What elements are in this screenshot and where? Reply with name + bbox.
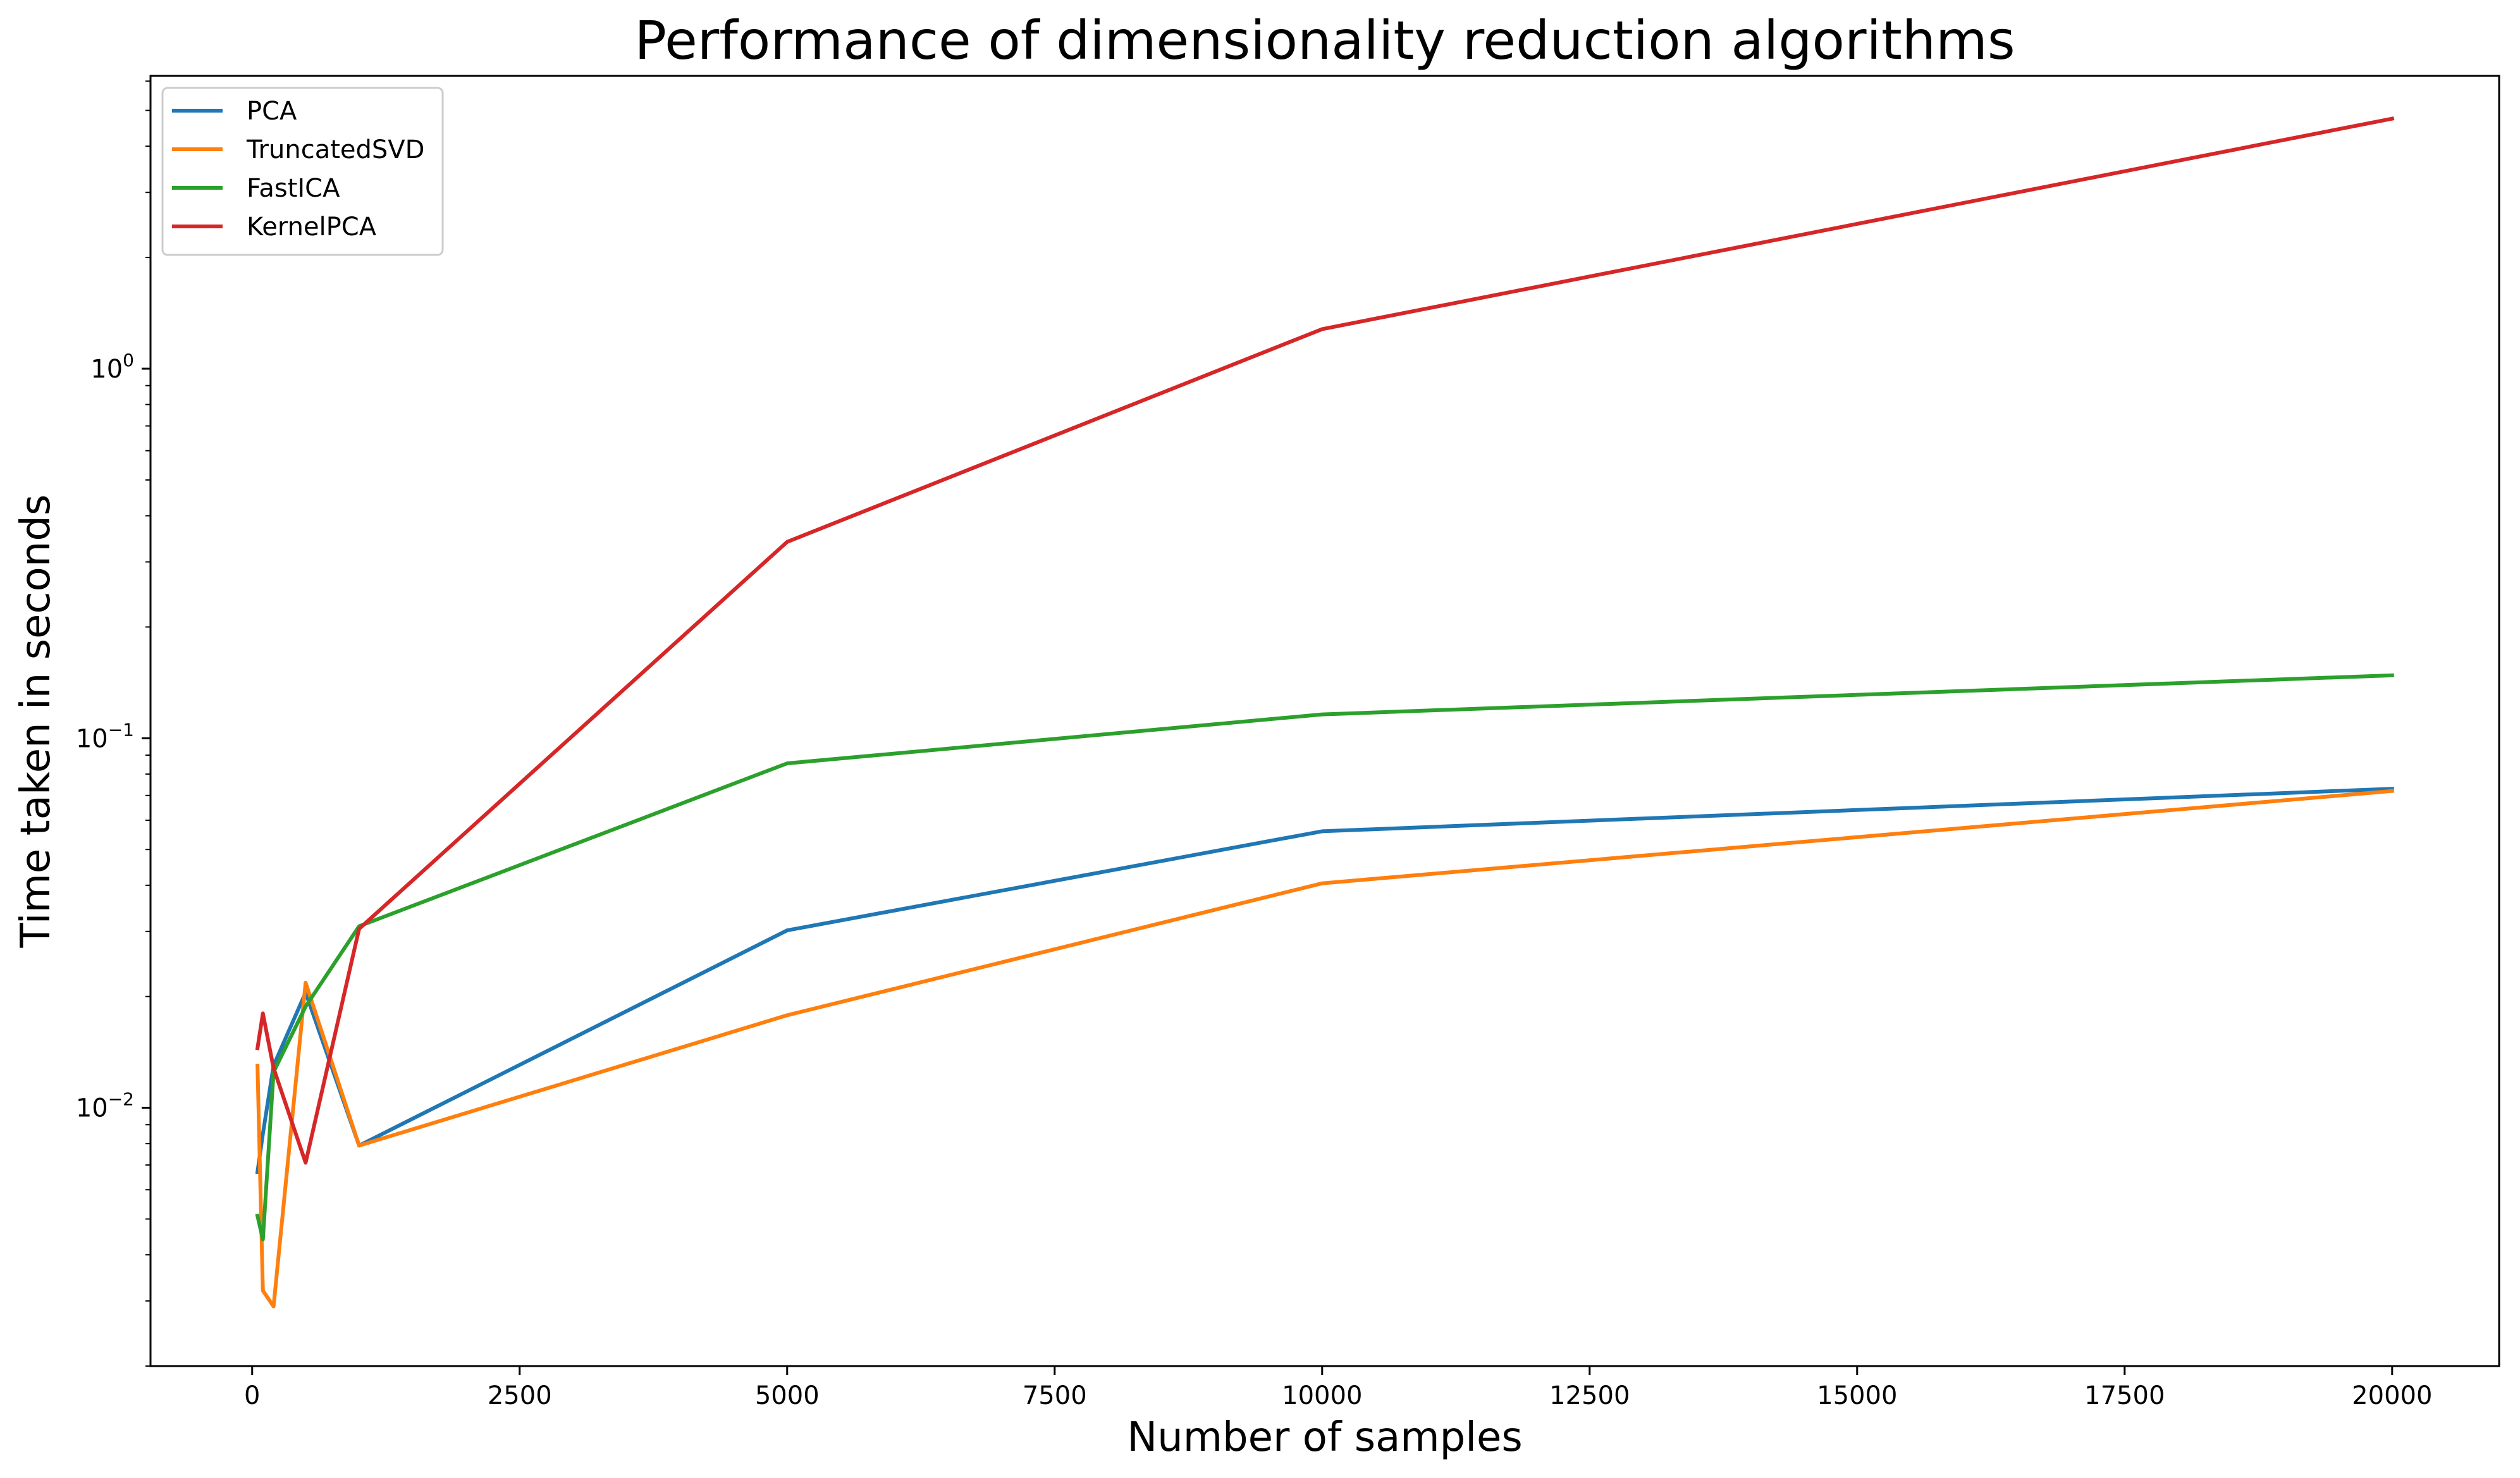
plot-lines (255, 116, 2395, 1309)
series-line-kernelpca (255, 116, 2395, 1165)
x-tick-label: 5000 (755, 1381, 820, 1410)
x-tick-label: 17500 (2084, 1381, 2165, 1410)
x-tick-label: 0 (244, 1381, 260, 1410)
legend-box (161, 87, 444, 256)
x-tick-label: 10000 (1282, 1381, 1362, 1410)
series-line-fastica (255, 673, 2394, 1241)
chart-title: Performance of dimensionality reduction … (634, 9, 2015, 71)
x-axis-label: Number of samples (1127, 1414, 1523, 1461)
legend-label-fastica: FastICA (247, 174, 340, 203)
legend-label-kernelpca: KernelPCA (247, 212, 377, 242)
x-tick-label: 15000 (1817, 1381, 1897, 1410)
y-tick-label: 10−2 (76, 1089, 134, 1123)
legend-label-truncatedsvd: TruncatedSVD (246, 135, 424, 164)
x-axis-ticks: 0 2500 5000 7500 10000 12500 15000 17500 20000 (244, 1366, 2432, 1410)
y-axis-label: Time taken in seconds (13, 495, 59, 949)
legend: PCA TruncatedSVD FastICA KernelPCA (161, 87, 444, 256)
plot-frame (149, 75, 2500, 1367)
x-tick-label: 2500 (488, 1381, 552, 1410)
x-tick-label: 20000 (2352, 1381, 2432, 1410)
legend-label-pca: PCA (247, 97, 297, 126)
series-line-truncatedsvd (255, 789, 2395, 1309)
y-tick-label: 10−1 (76, 719, 134, 753)
y-axis-ticks: 10−2 10−1 100 (76, 80, 151, 1367)
x-tick-label: 7500 (1023, 1381, 1087, 1410)
y-tick-label: 100 (90, 350, 134, 384)
x-tick-label: 12500 (1549, 1381, 1630, 1410)
